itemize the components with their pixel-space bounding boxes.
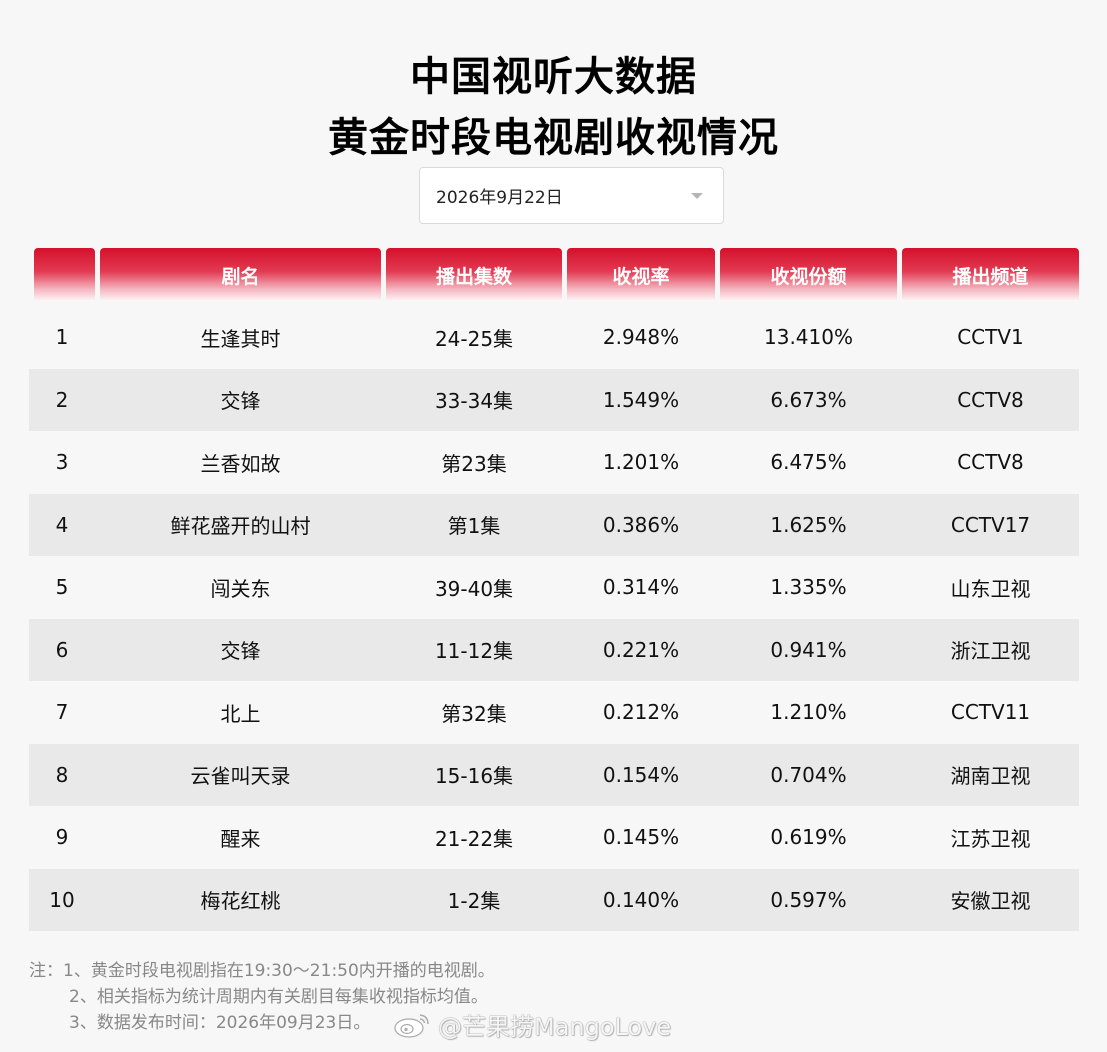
table-row: 5 闯关东 39-40集 0.314% 1.335% 山东卫视 (29, 556, 1079, 619)
column-header-share: 收视份额 (720, 248, 897, 300)
table-row: 10 梅花红桃 1-2集 0.140% 0.597% 安徽卫视 (29, 868, 1079, 931)
cell-episodes: 1-2集 (447, 889, 501, 914)
cell-rating: 0.154% (602, 762, 680, 787)
cell-rating: 0.386% (602, 512, 680, 537)
cell-channel: 浙江卫视 (950, 639, 1031, 664)
column-header-name: 剧名 (100, 248, 381, 300)
cell-rank: 8 (55, 762, 69, 787)
notes: 注：1、黄金时段电视剧指在19:30～21:50内开播的电视剧。 2、相关指标为… (29, 958, 495, 1036)
cell-channel: CCTV8 (957, 387, 1024, 412)
table-body: 1 生逢其时 24-25集 2.948% 13.410% CCTV1 2 交锋 33-34集 1.… (29, 306, 1079, 931)
cell-rating: 2.948% (602, 325, 680, 350)
cell-rating: 0.314% (602, 575, 680, 600)
cell-channel: 山东卫视 (950, 576, 1031, 601)
cell-episodes: 第1集 (447, 514, 501, 539)
column-header-episodes: 播出集数 (386, 248, 562, 300)
cell-rating: 1.201% (602, 450, 680, 475)
watermark-text: @芒果捞MangoLove (438, 1013, 672, 1041)
cell-share: 1.335% (770, 575, 847, 600)
table-row: 7 北上 第32集 0.212% 1.210% CCTV11 (29, 681, 1079, 744)
cell-rank: 9 (55, 825, 69, 850)
weibo-icon (394, 1013, 429, 1038)
cell-channel: 江苏卫视 (950, 826, 1031, 851)
table-row: 1 生逢其时 24-25集 2.948% 13.410% CCTV1 (29, 306, 1079, 369)
cell-rank: 2 (55, 387, 69, 412)
cell-episodes: 第23集 (441, 451, 507, 476)
cell-rating: 1.549% (602, 387, 680, 412)
date-select[interactable]: 2026年9月22日 (419, 167, 724, 224)
cell-name: 交锋 (220, 639, 261, 664)
cell-channel: 湖南卫视 (950, 764, 1031, 789)
cell-rating: 0.212% (602, 700, 680, 725)
column-header-rating: 收视率 (567, 248, 715, 300)
cell-name: 云雀叫天录 (190, 764, 291, 789)
cell-channel: CCTV8 (957, 450, 1024, 475)
cell-episodes: 33-34集 (434, 389, 514, 414)
table-row: 8 云雀叫天录 15-16集 0.154% 0.704% 湖南卫视 (29, 743, 1079, 806)
cell-name: 兰香如故 (200, 451, 281, 476)
cell-channel: CCTV11 (950, 700, 1031, 725)
cell-rating: 0.140% (602, 887, 680, 912)
cell-share: 6.475% (770, 450, 847, 475)
cell-rank: 4 (55, 512, 69, 537)
cell-name: 梅花红桃 (200, 889, 281, 914)
cell-rank: 6 (55, 637, 69, 662)
cell-name: 鲜花盛开的山村 (170, 514, 311, 539)
cell-episodes: 11-12集 (434, 639, 514, 664)
table-row: 3 兰香如故 第23集 1.201% 6.475% CCTV8 (29, 431, 1079, 494)
cell-share: 0.597% (770, 887, 847, 912)
column-header-channel: 播出频道 (902, 248, 1079, 300)
cell-episodes: 第32集 (441, 701, 507, 726)
watermark: @芒果捞MangoLove (392, 1007, 671, 1042)
cell-channel: CCTV1 (957, 325, 1024, 350)
date-select-value: 2026年9月22日 (436, 188, 563, 208)
cell-channel: 安徽卫视 (950, 889, 1031, 914)
table-row: 2 交锋 33-34集 1.549% 6.673% CCTV8 (29, 368, 1079, 431)
cell-name: 北上 (220, 701, 261, 726)
table-header: 剧名 播出集数 收视率 收视份额 播出频道 (0, 248, 1107, 300)
cell-share: 0.941% (770, 637, 847, 662)
cell-rank: 10 (49, 887, 75, 912)
cell-rank: 1 (55, 325, 69, 350)
cell-name: 交锋 (220, 389, 261, 414)
cell-share: 13.410% (764, 325, 853, 350)
cell-share: 6.673% (770, 387, 847, 412)
cell-share: 0.619% (770, 825, 847, 850)
cell-rank: 3 (55, 450, 69, 475)
note-line-3: 3、数据发布时间：2026年09月23日。 (69, 1013, 371, 1033)
column-header-rank (34, 248, 95, 300)
cell-episodes: 39-40集 (434, 576, 514, 601)
cell-channel: CCTV17 (950, 512, 1031, 537)
cell-share: 0.704% (770, 762, 847, 787)
table-row: 9 醒来 21-22集 0.145% 0.619% 江苏卫视 (29, 806, 1079, 869)
cell-episodes: 15-16集 (434, 764, 514, 789)
cell-episodes: 21-22集 (434, 826, 514, 851)
cell-share: 1.625% (770, 512, 847, 537)
page-title: 中国视听大数据 (410, 54, 697, 100)
cell-rank: 5 (55, 575, 69, 600)
table-row: 6 交锋 11-12集 0.221% 0.941% 浙江卫视 (29, 618, 1079, 681)
cell-rating: 0.221% (602, 637, 680, 662)
cell-name: 生逢其时 (200, 326, 281, 351)
page-subtitle: 黄金时段电视剧收视情况 (328, 115, 779, 161)
cell-name: 醒来 (220, 826, 261, 851)
cell-rating: 0.145% (602, 825, 680, 850)
cell-episodes: 24-25集 (434, 326, 514, 351)
table-row: 4 鲜花盛开的山村 第1集 0.386% 1.625% CCTV17 (29, 493, 1079, 556)
cell-share: 1.210% (770, 700, 847, 725)
cell-rank: 7 (55, 700, 69, 725)
note-line-2: 2、相关指标为统计周期内有关剧目每集收视指标均值。 (69, 987, 488, 1007)
chevron-down-icon[interactable] (691, 193, 703, 199)
note-line-1: 注：1、黄金时段电视剧指在19:30～21:50内开播的电视剧。 (29, 961, 495, 981)
cell-name: 闯关东 (210, 576, 271, 601)
